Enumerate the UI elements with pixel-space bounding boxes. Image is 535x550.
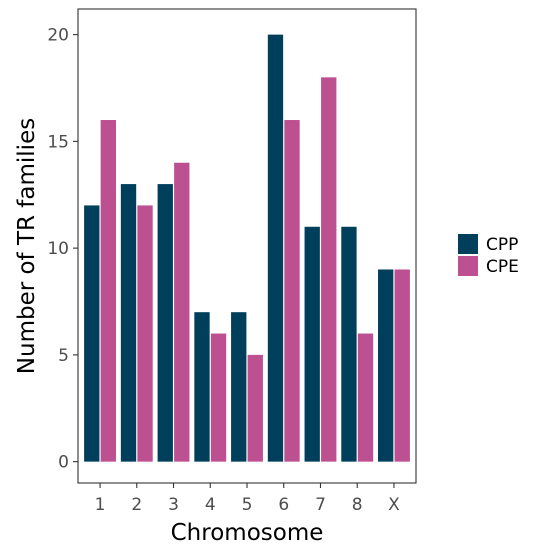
bar-cpe-2 [137,205,153,462]
y-axis-title: Number of TR families [14,118,40,374]
bar-cpe-8 [357,333,374,462]
x-tick-label: 2 [131,495,142,515]
bar-cpp-x [378,269,394,462]
bar-cpp-1 [84,205,100,462]
bar-cpe-6 [284,120,300,462]
bar-cpp-4 [194,312,210,462]
bar-cpp-7 [304,226,320,462]
bar-cpe-3 [174,162,190,462]
legend-label-cpe: CPE [486,257,519,277]
legend-label-cpp: CPP [486,235,518,255]
bar-cpe-7 [321,77,337,462]
y-tick-label: 15 [47,132,69,152]
y-tick-label: 0 [58,453,69,473]
legend-key-cpp [458,234,478,254]
x-tick-label: 5 [242,495,253,515]
bar-cpp-6 [267,34,284,462]
bar-cpp-2 [120,184,137,462]
x-tick-label: 7 [315,495,326,515]
x-axis-title: Chromosome [171,520,324,546]
bar-cpp-5 [231,312,247,462]
bar-cpe-x [394,269,410,462]
y-axis: 0 5 10 15 20 [47,26,78,473]
bar-cpe-5 [247,354,263,462]
x-tick-label: 8 [352,495,363,515]
x-tick-label: 1 [95,495,106,515]
x-tick-label: 4 [205,495,216,515]
x-axis: 1 2 3 4 5 6 7 8 X [95,483,400,515]
bar-cpe-4 [210,333,227,462]
legend-key-cpe [458,256,478,276]
y-tick-label: 5 [58,346,69,366]
y-tick-label: 10 [47,239,69,259]
x-tick-label: 3 [168,495,179,515]
bar-cpp-8 [341,226,357,462]
bars-layer [84,34,410,462]
bar-cpp-3 [157,184,173,462]
y-tick-label: 20 [47,26,69,46]
x-tick-label: 6 [278,495,289,515]
bar-cpe-1 [100,120,116,462]
x-tick-label: X [388,495,400,515]
